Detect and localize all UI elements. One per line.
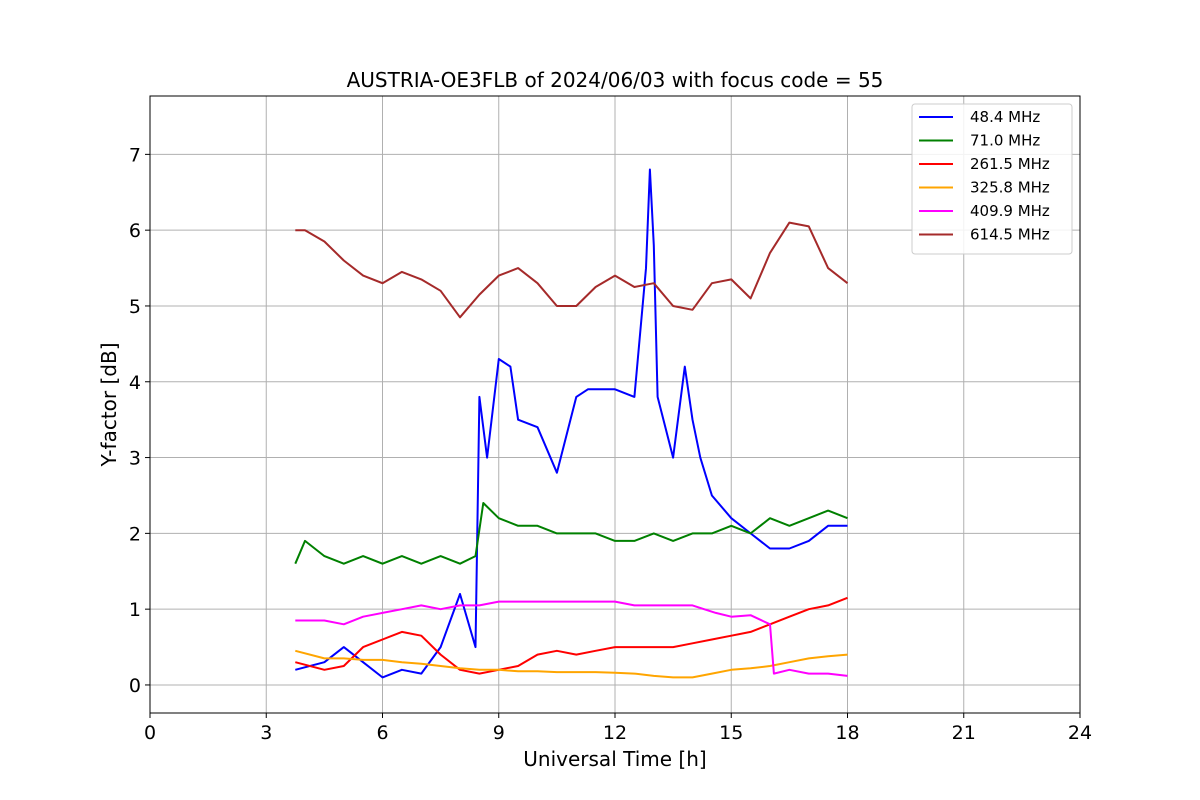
x-tick-label: 3 bbox=[260, 722, 272, 744]
legend-label: 261.5 MHz bbox=[970, 155, 1050, 173]
legend-label: 325.8 MHz bbox=[970, 179, 1050, 197]
legend: 48.4 MHz 71.0 MHz 261.5 MHz 325.8 MHz 409.9… bbox=[911, 103, 1073, 255]
legend-label: 614.5 MHz bbox=[970, 226, 1050, 244]
legend-label: 71.0 MHz bbox=[970, 132, 1040, 150]
x-tick-label: 9 bbox=[493, 722, 505, 744]
y-tick-label: 1 bbox=[129, 599, 141, 621]
series-line-1 bbox=[295, 168, 848, 679]
y-tick-label: 7 bbox=[129, 144, 141, 166]
y-tick-label: 3 bbox=[129, 448, 141, 470]
legend-label: 409.9 MHz bbox=[970, 202, 1050, 220]
x-tick-label: 15 bbox=[719, 722, 743, 744]
series-line-3 bbox=[295, 596, 848, 675]
x-tick-label: 18 bbox=[835, 722, 859, 744]
series-line-2 bbox=[294, 502, 848, 565]
x-axis-label: Universal Time [h] bbox=[523, 747, 706, 771]
chart-title: AUSTRIA-OE3FLB of 2024/06/03 with focus … bbox=[347, 68, 884, 92]
series-layer bbox=[294, 168, 849, 679]
y-tick-label: 5 bbox=[129, 296, 141, 318]
y-axis-label: Y-factor [dB] bbox=[97, 342, 121, 467]
y-tick-label: 4 bbox=[129, 372, 141, 394]
y-tick-label: 6 bbox=[129, 220, 141, 242]
x-tick-label: 6 bbox=[376, 722, 388, 744]
x-tick-label: 21 bbox=[952, 722, 976, 744]
x-tick-label: 12 bbox=[603, 722, 627, 744]
y-tick-label: 0 bbox=[129, 675, 141, 697]
series-line-6 bbox=[295, 221, 849, 319]
x-tick-label: 0 bbox=[144, 722, 156, 744]
series-line-4 bbox=[295, 649, 848, 679]
legend-label: 48.4 MHz bbox=[970, 108, 1040, 126]
series-line-5 bbox=[295, 600, 848, 677]
x-tick-label: 24 bbox=[1068, 722, 1092, 744]
y-tick-label: 2 bbox=[129, 523, 141, 545]
